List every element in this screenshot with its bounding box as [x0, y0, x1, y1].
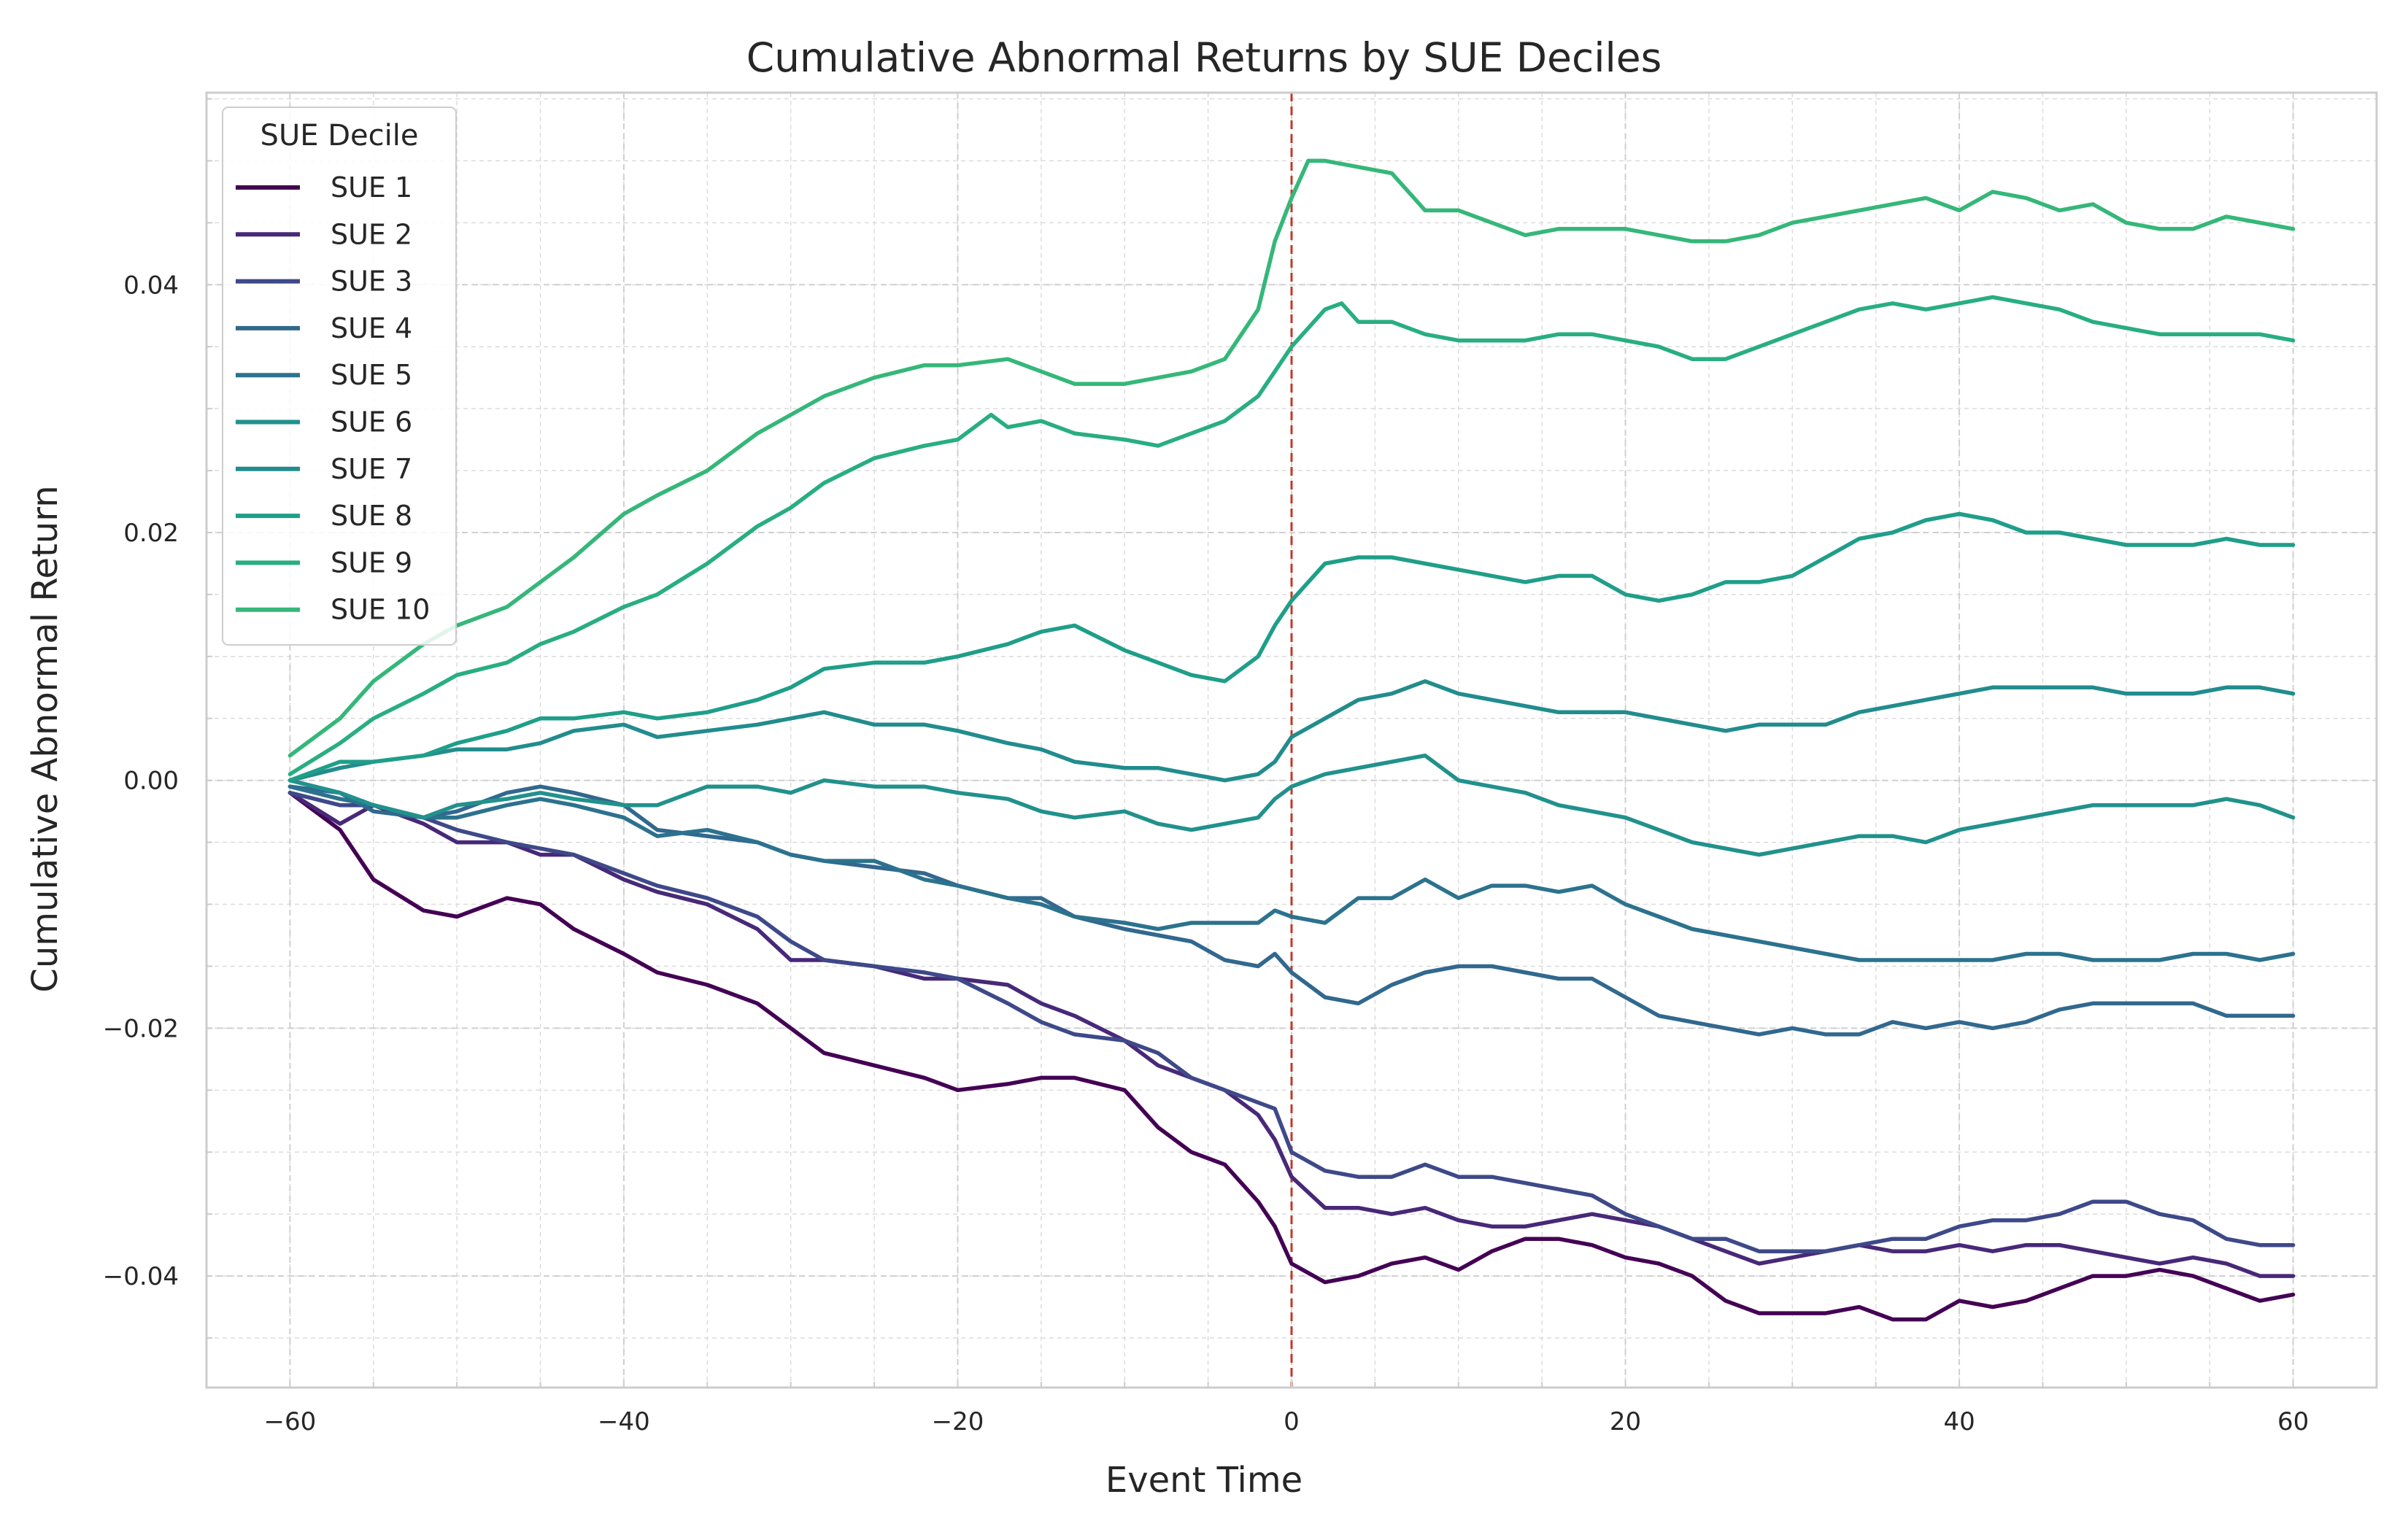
axis-ticks: −60 −40 −20 0 20 40 60 −0.04 −0.02 0.00 0.02 0.04	[103, 98, 2377, 1436]
legend-label-sue-5: SUE 5	[331, 359, 412, 391]
series-line-sue-7	[288, 679, 2296, 783]
legend-label-sue-1: SUE 1	[331, 171, 412, 204]
y-axis-label: Cumulative Abnormal Return	[25, 485, 66, 992]
y-tick-label: 0.00	[123, 767, 179, 796]
x-tick-label: −40	[598, 1407, 650, 1436]
series-line-sue-9	[288, 295, 2296, 776]
x-tick-label: −60	[264, 1407, 317, 1436]
y-tick-label: 0.04	[123, 271, 179, 300]
legend-label-sue-6: SUE 6	[331, 406, 412, 438]
x-axis-label: Event Time	[1105, 1460, 1303, 1501]
series-line-sue-1	[288, 790, 2296, 1322]
legend: SUE Decile SUE 1 SUE 2 SUE 3 SUE 4 SUE 5 SUE 6…	[222, 107, 457, 646]
y-tick-label: −0.04	[103, 1262, 179, 1291]
legend-label-sue-9: SUE 9	[331, 546, 412, 579]
series-line-sue-6	[288, 753, 2296, 857]
series-lines	[288, 158, 2296, 1322]
legend-label-sue-2: SUE 2	[331, 218, 412, 250]
legend-label-sue-3: SUE 3	[331, 266, 412, 298]
x-tick-label: 20	[1610, 1407, 1641, 1436]
legend-label-sue-8: SUE 8	[331, 500, 412, 532]
series-line-sue-8	[288, 511, 2296, 783]
legend-label-sue-7: SUE 7	[331, 453, 412, 485]
series-line-sue-5	[288, 784, 2296, 962]
x-tick-label: 40	[1943, 1407, 1975, 1436]
legend-label-sue-4: SUE 4	[331, 312, 412, 344]
legend-box	[222, 107, 457, 646]
legend-title: SUE Decile	[261, 119, 419, 152]
y-tick-label: 0.02	[123, 519, 179, 548]
series-line-sue-3	[288, 790, 2296, 1253]
legend-label-sue-10: SUE 10	[331, 594, 430, 626]
series-line-sue-4	[288, 784, 2296, 1037]
series-line-sue-2	[288, 790, 2296, 1278]
x-tick-label: 0	[1284, 1407, 1300, 1436]
x-tick-label: −20	[932, 1407, 984, 1436]
x-tick-label: 60	[2277, 1407, 2309, 1436]
series-line-sue-10	[288, 158, 2296, 758]
y-tick-label: −0.02	[103, 1014, 179, 1043]
chart-title: Cumulative Abnormal Returns by SUE Decil…	[746, 34, 1662, 81]
